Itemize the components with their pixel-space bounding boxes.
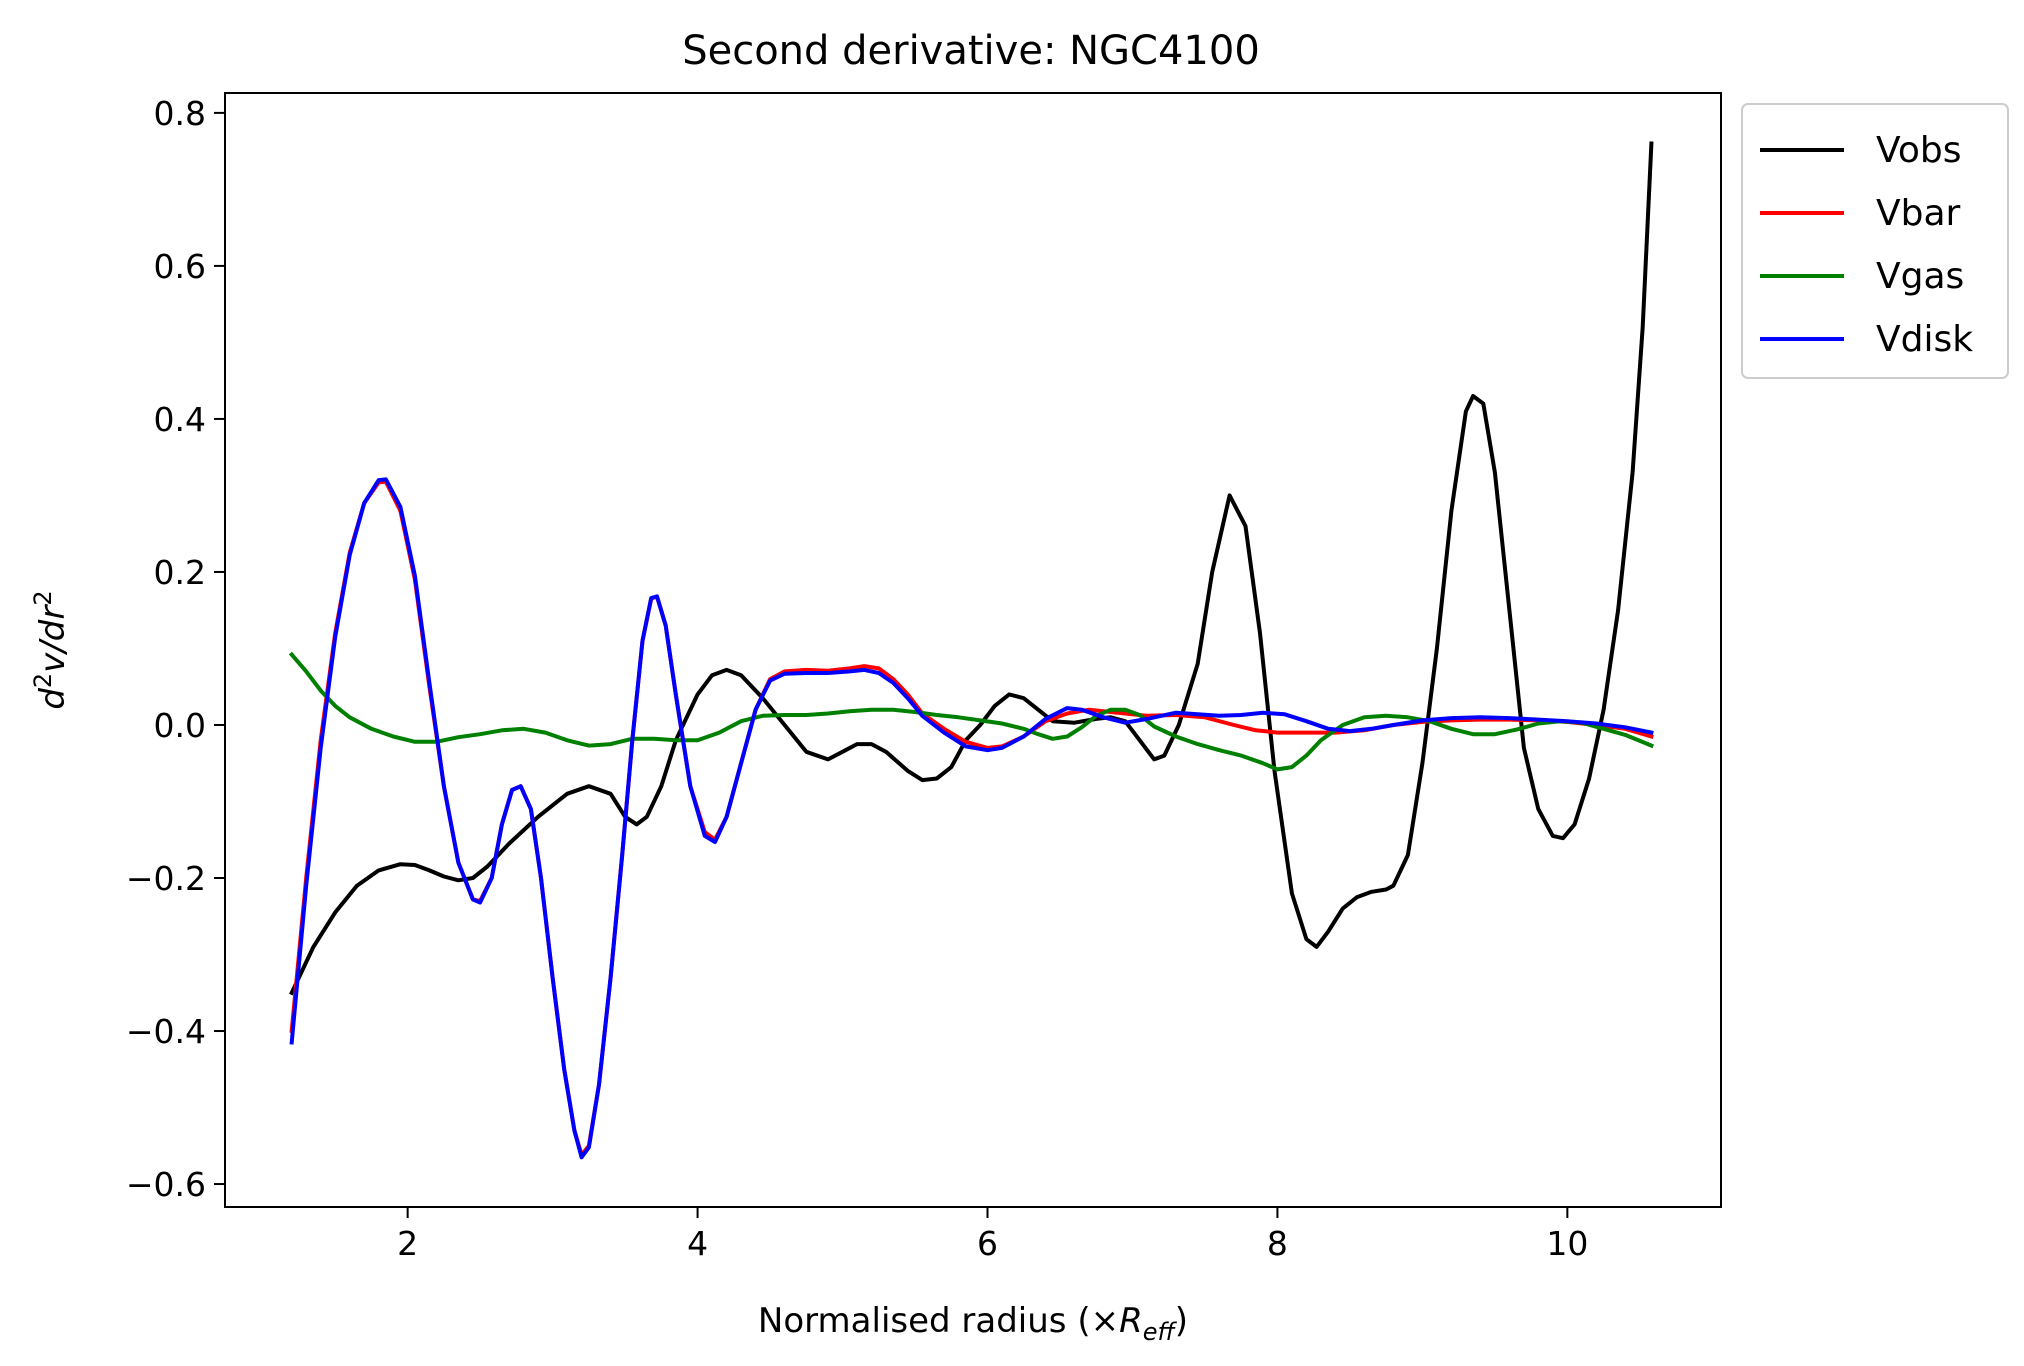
y-axis-label-d: d bbox=[33, 688, 73, 710]
x-axis: 2 4 6 8 10 bbox=[397, 1207, 1588, 1263]
x-tick-label: 4 bbox=[687, 1224, 708, 1263]
chart-title: Second derivative: NGC4100 bbox=[682, 28, 1260, 74]
y-axis: −0.6 −0.4 −0.2 0.0 0.2 0.4 0.6 0.8 bbox=[126, 94, 225, 1204]
x-tick-label: 6 bbox=[977, 1224, 998, 1263]
x-axis-label-suffix: ) bbox=[1175, 1301, 1188, 1341]
y-axis-label-slash: / bbox=[33, 638, 73, 656]
x-axis-label-prefix: Normalised radius (× bbox=[758, 1301, 1119, 1341]
series-line-vgas bbox=[288, 651, 1655, 772]
legend-label-vobs: Vobs bbox=[1876, 130, 1961, 171]
y-tick-label: −0.2 bbox=[126, 859, 206, 898]
y-axis-label: d2v/dr2 bbox=[29, 590, 73, 709]
series-line-vdisk bbox=[289, 477, 1654, 1160]
y-tick-label: −0.4 bbox=[126, 1012, 206, 1051]
y-axis-label-sup2: 2 bbox=[29, 590, 57, 605]
y-tick-label: 0.0 bbox=[154, 706, 206, 745]
legend-box bbox=[1741, 103, 2009, 379]
plot-area bbox=[288, 141, 1655, 1160]
y-axis-label-dr: dr bbox=[33, 604, 73, 642]
y-axis-label-sup1: 2 bbox=[29, 673, 57, 688]
x-axis-label-variable: R bbox=[1119, 1301, 1143, 1341]
plot-frame bbox=[224, 92, 1722, 1208]
y-tick-label: 0.8 bbox=[154, 94, 206, 133]
legend-label-vbar: Vbar bbox=[1876, 193, 1961, 234]
series-line-vobs bbox=[289, 141, 1654, 996]
y-tick-label: 0.4 bbox=[154, 400, 206, 439]
x-tick-label: 10 bbox=[1546, 1224, 1588, 1263]
x-axis-label: Normalised radius (×Reff) bbox=[758, 1301, 1188, 1346]
x-tick-label: 2 bbox=[397, 1224, 418, 1263]
x-axis-label-subscript: eff bbox=[1143, 1318, 1178, 1346]
y-tick-label: −0.6 bbox=[126, 1165, 206, 1204]
y-axis-label-v: v bbox=[33, 652, 73, 673]
y-tick-label: 0.2 bbox=[154, 553, 206, 592]
legend-label-vdisk: Vdisk bbox=[1876, 319, 1973, 360]
legend: Vobs Vbar Vgas Vdisk bbox=[1741, 103, 2009, 379]
x-tick-label: 8 bbox=[1267, 1224, 1288, 1263]
y-tick-label: 0.6 bbox=[154, 247, 206, 286]
legend-label-vgas: Vgas bbox=[1876, 256, 1964, 297]
